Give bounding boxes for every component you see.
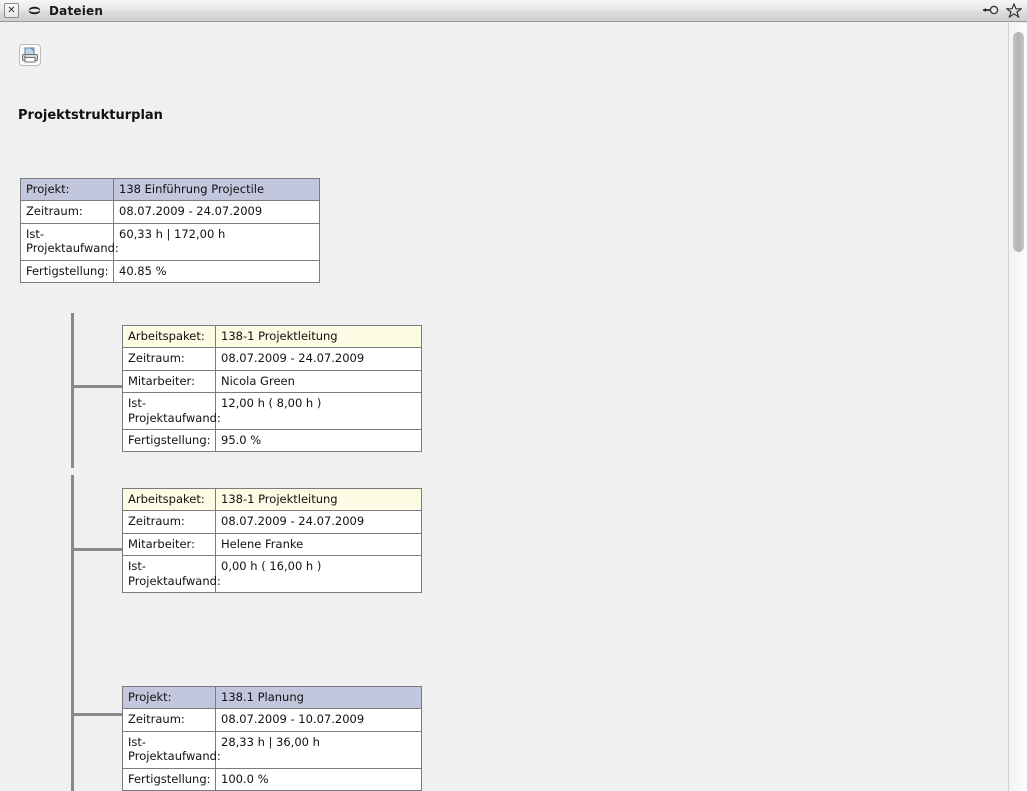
row-key: Zeitraum:: [122, 510, 216, 534]
row-value: Helene Franke: [215, 532, 422, 557]
table-row: Ist- Projektaufwand: 28,33 h | 36,00 h: [122, 730, 422, 769]
table-row: Mitarbeiter: Helene Franke: [122, 532, 422, 557]
row-value: 40.85 %: [113, 259, 320, 283]
row-value: 08.07.2009 - 24.07.2009: [113, 200, 320, 224]
tree-line-horizontal-3: [71, 713, 122, 716]
row-value: 12,00 h ( 8,00 h ): [215, 392, 422, 430]
table-row: Projekt: 138.1 Planung: [122, 685, 422, 710]
row-key: Ist- Projektaufwand:: [122, 555, 221, 593]
pin-icon[interactable]: [981, 2, 1000, 20]
tree-line-vertical-2: [71, 475, 74, 627]
row-value: 138 Einführung Projectile: [113, 177, 320, 202]
row-key: Mitarbeiter:: [122, 369, 216, 394]
close-icon: ✕: [7, 4, 16, 16]
table-row: Fertigstellung: 40.85 %: [20, 259, 320, 283]
window-titlebar: ✕ Dateien: [0, 0, 1027, 22]
row-value: 08.07.2009 - 24.07.2009: [215, 347, 422, 371]
row-value: 95.0 %: [215, 428, 422, 453]
sync-icon: [26, 3, 42, 19]
tree-line-vertical-1: [71, 313, 74, 468]
star-icon[interactable]: [1004, 2, 1023, 20]
table-row: Ist- Projektaufwand: 12,00 h ( 8,00 h ): [122, 392, 422, 430]
table-row: Ist- Projektaufwand: 0,00 h ( 16,00 h ): [122, 555, 422, 593]
row-key: Arbeitspaket:: [122, 324, 216, 349]
row-value: Nicola Green: [215, 369, 422, 394]
row-key: Zeitraum:: [122, 347, 216, 371]
row-value: 138-1 Projektleitung: [215, 324, 422, 349]
table-row: Zeitraum: 08.07.2009 - 24.07.2009: [122, 510, 422, 534]
print-button[interactable]: [18, 43, 42, 67]
row-value: 0,00 h ( 16,00 h ): [215, 555, 422, 593]
table-row: Ist- Projektaufwand: 60,33 h | 172,00 h: [20, 222, 320, 261]
print-icon: [19, 44, 41, 66]
document-viewport: Projektstrukturplan Projekt: 138 Einführ…: [0, 23, 1008, 791]
row-key: Mitarbeiter:: [122, 532, 216, 557]
row-key: Zeitraum:: [122, 708, 216, 732]
row-key: Ist- Projektaufwand:: [122, 392, 221, 430]
titlebar-actions: [981, 2, 1023, 20]
page-title: Projektstrukturplan: [18, 108, 163, 123]
table-row: Zeitraum: 08.07.2009 - 24.07.2009: [20, 200, 320, 224]
table-row: Fertigstellung: 100.0 %: [122, 767, 422, 791]
table-row: Arbeitspaket: 138-1 Projektleitung: [122, 324, 422, 349]
row-key: Zeitraum:: [20, 200, 114, 224]
scrollbar-thumb[interactable]: [1013, 32, 1024, 252]
table-row: Zeitraum: 08.07.2009 - 24.07.2009: [122, 347, 422, 371]
window-title: Dateien: [49, 3, 104, 18]
row-key: Ist- Projektaufwand:: [122, 730, 221, 769]
vertical-scrollbar[interactable]: [1008, 23, 1027, 791]
row-key: Arbeitspaket:: [122, 487, 216, 512]
row-value: 138.1 Planung: [215, 685, 422, 710]
row-value: 100.0 %: [215, 767, 422, 791]
row-value: 08.07.2009 - 10.07.2009: [215, 708, 422, 732]
close-button[interactable]: ✕: [4, 3, 19, 18]
table-row: Projekt: 138 Einführung Projectile: [20, 177, 320, 202]
row-key: Projekt:: [20, 177, 114, 202]
table-row: Mitarbeiter: Nicola Green: [122, 369, 422, 394]
row-value: 28,33 h | 36,00 h: [215, 730, 422, 769]
row-value: 138-1 Projektleitung: [215, 487, 422, 512]
tree-line-vertical-3: [71, 626, 74, 791]
row-value: 08.07.2009 - 24.07.2009: [215, 510, 422, 534]
row-key: Fertigstellung:: [122, 767, 216, 791]
row-key: Ist- Projektaufwand:: [20, 222, 119, 261]
row-key: Projekt:: [122, 685, 216, 710]
table-row: Arbeitspaket: 138-1 Projektleitung: [122, 487, 422, 512]
row-key: Fertigstellung:: [20, 259, 114, 283]
table-row: Zeitraum: 08.07.2009 - 10.07.2009: [122, 708, 422, 732]
tree-line-horizontal-1: [71, 385, 122, 388]
row-key: Fertigstellung:: [122, 428, 216, 453]
row-value: 60,33 h | 172,00 h: [113, 222, 320, 261]
tree-line-horizontal-2: [71, 548, 122, 551]
workpackage-table-2: Arbeitspaket: 138-1 Projektleitung Zeitr…: [122, 487, 422, 593]
workpackage-table-1: Arbeitspaket: 138-1 Projektleitung Zeitr…: [122, 324, 422, 453]
root-project-table: Projekt: 138 Einführung Projectile Zeitr…: [20, 177, 320, 283]
project-structure-tree: Projekt: 138 Einführung Projectile Zeitr…: [0, 23, 1008, 791]
subproject-table-1: Projekt: 138.1 Planung Zeitraum: 08.07.2…: [122, 685, 422, 791]
table-row: Fertigstellung: 95.0 %: [122, 428, 422, 453]
